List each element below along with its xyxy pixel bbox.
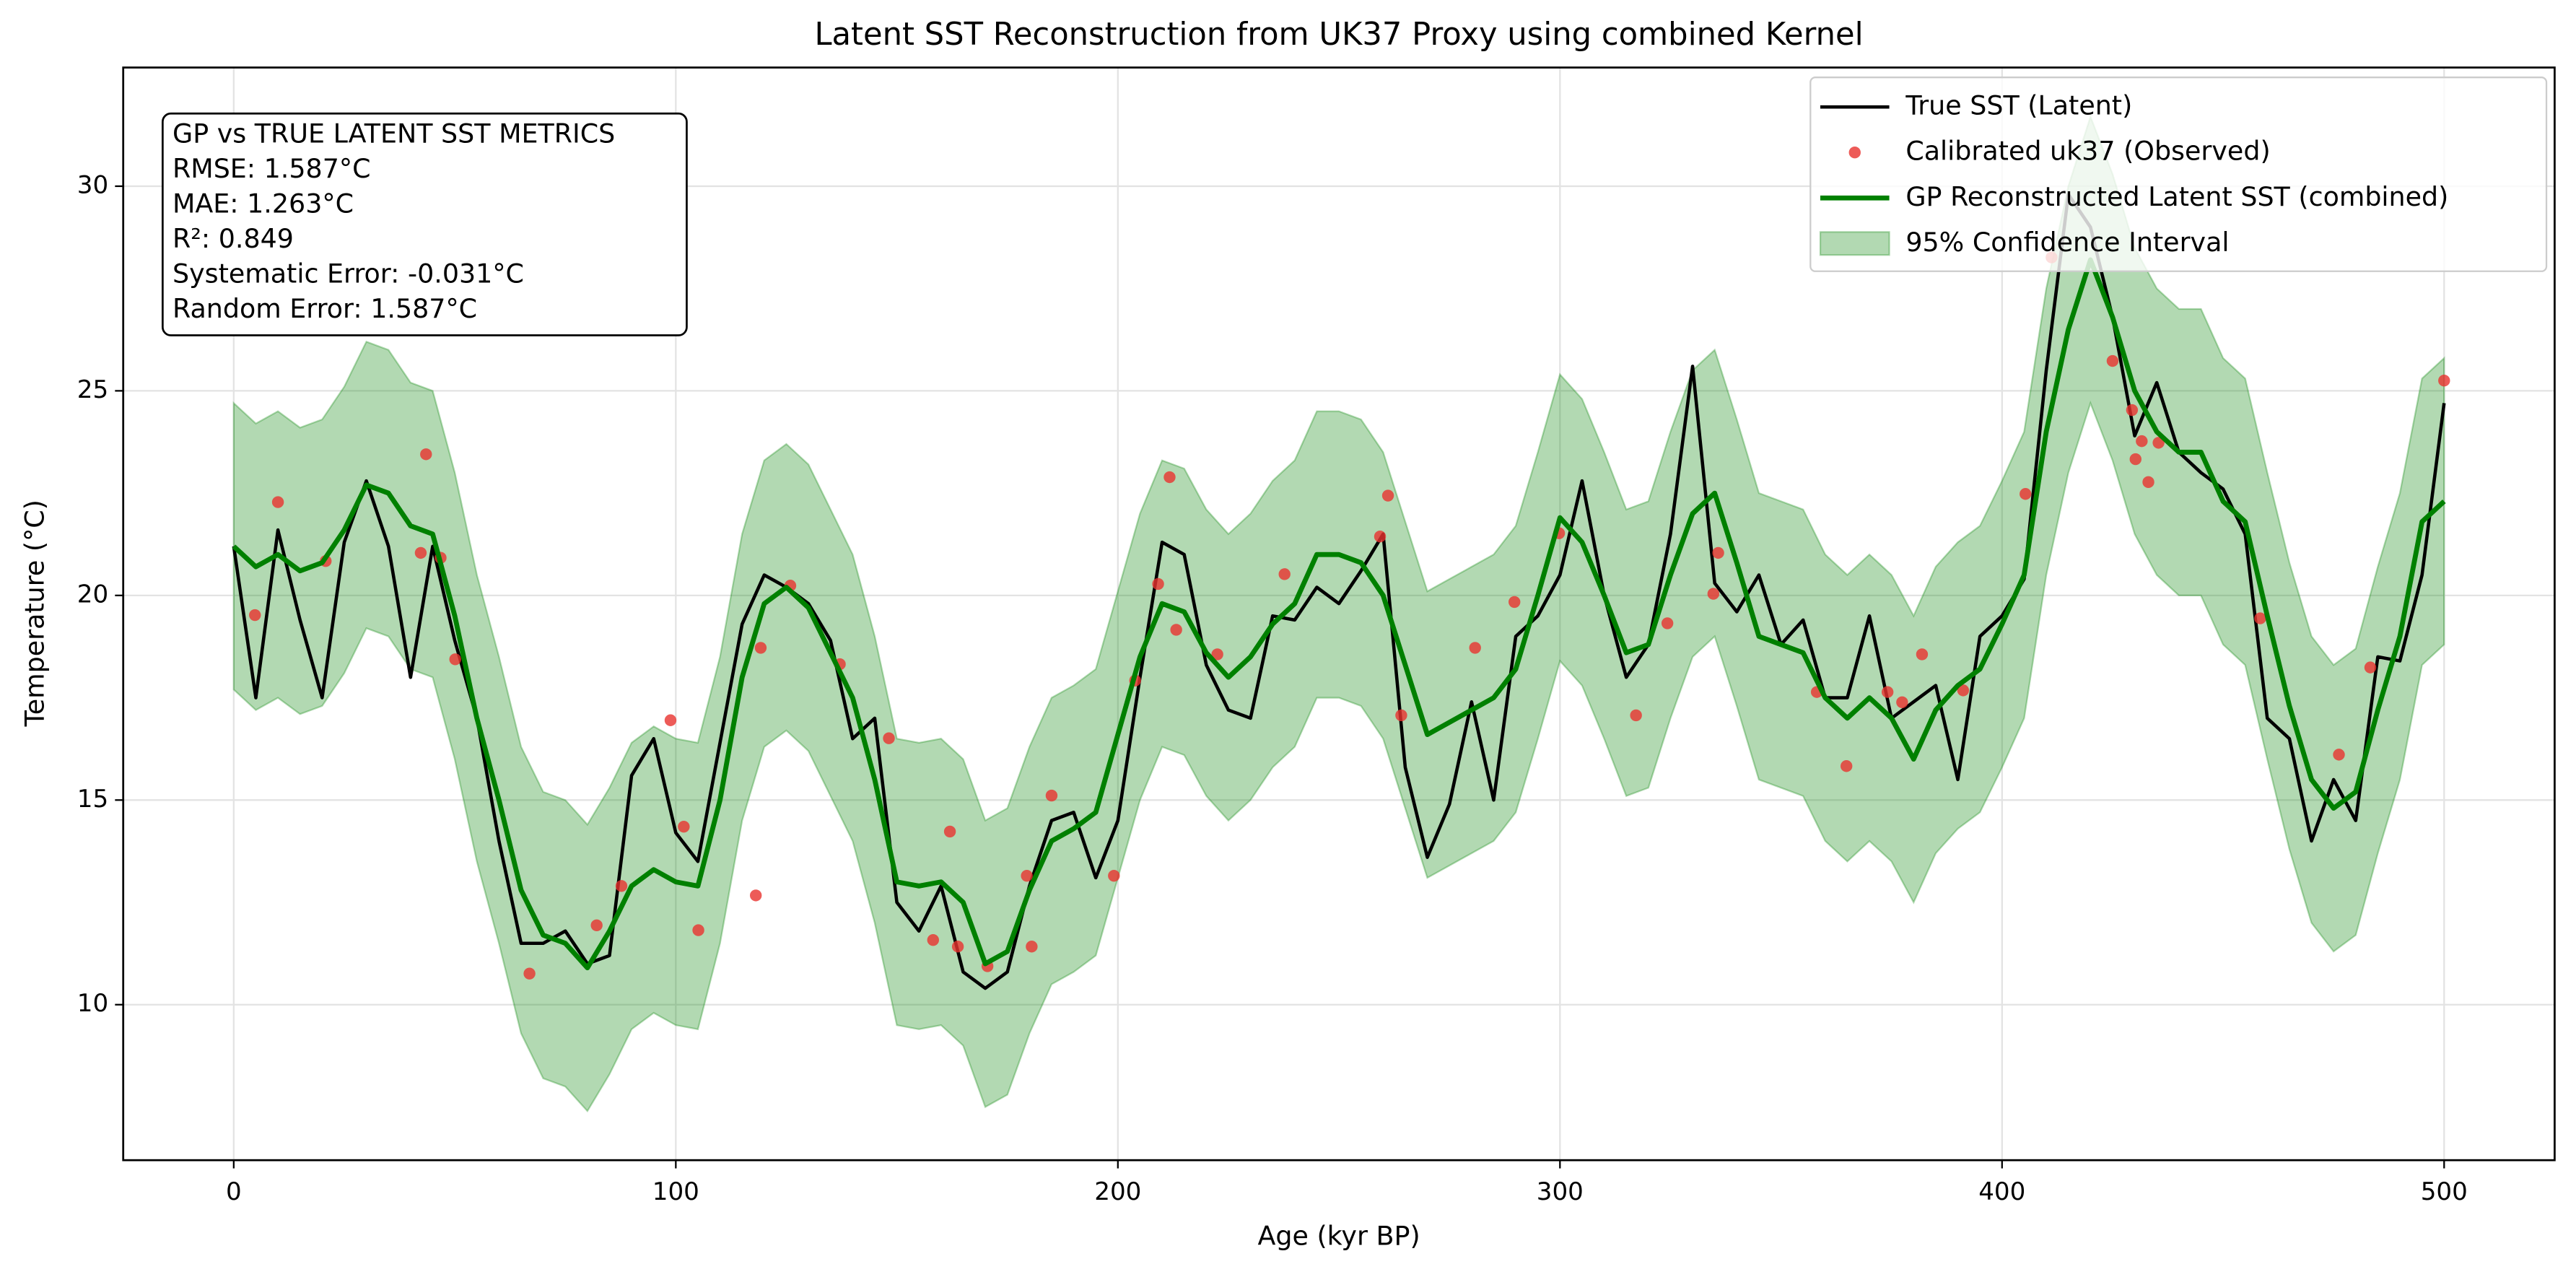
observed-point: [1021, 869, 1033, 882]
x-tick-label: 0: [226, 1177, 242, 1206]
observed-point: [943, 825, 956, 838]
observed-point: [2438, 375, 2450, 387]
observed-point: [2142, 476, 2154, 489]
observed-point: [883, 732, 895, 744]
observed-point: [2333, 749, 2345, 761]
observed-point: [2129, 453, 2141, 466]
legend-box: [1809, 77, 2548, 272]
observed-point: [1957, 684, 1970, 697]
gp-line: [232, 257, 2446, 971]
observed-point: [523, 967, 536, 980]
metrics-line: GP vs TRUE LATENT SST METRICS: [173, 118, 615, 149]
observed-point: [951, 941, 964, 953]
metrics-line: MAE: 1.263°C: [173, 188, 354, 219]
legend-label: GP Reconstructed Latent SST (combined): [1905, 181, 2448, 212]
observed-point: [1045, 789, 1058, 802]
observed-point: [1661, 617, 1674, 629]
y-tick-label: 15: [77, 785, 108, 814]
observed-point: [271, 496, 284, 508]
observed-point: [692, 924, 704, 936]
legend-label: 95% Confidence Interval: [1905, 227, 2229, 258]
x-tick-label: 200: [1094, 1177, 1141, 1206]
observed-point: [1509, 596, 1521, 609]
x-tick-label: 500: [2421, 1177, 2468, 1206]
observed-point: [754, 642, 767, 654]
metrics-line: R²: 0.849: [173, 223, 294, 254]
observed-point: [2136, 435, 2148, 448]
legend-label: Calibrated uk37 (Observed): [1905, 136, 2270, 167]
observed-point: [1108, 869, 1120, 882]
observed-point: [1707, 588, 1720, 600]
observed-point: [678, 820, 690, 833]
observed-point: [1916, 648, 1929, 661]
observed-point: [2020, 488, 2032, 500]
observed-point: [1026, 941, 1038, 953]
observed-point: [1211, 648, 1223, 661]
observed-point: [420, 448, 432, 461]
observed-point: [1469, 642, 1481, 654]
observed-point: [1896, 696, 1908, 709]
legend: True SST (Latent) Calibrated uk37 (Observ…: [1809, 77, 2548, 272]
observed-point: [2106, 354, 2119, 367]
observed-point: [1712, 546, 1724, 559]
observed-point: [2364, 661, 2377, 674]
metrics-line: RMSE: 1.587°C: [173, 153, 371, 184]
observed-point: [749, 889, 762, 902]
metrics-line: Random Error: 1.587°C: [173, 293, 477, 324]
observed-point: [1381, 489, 1394, 502]
metrics-border: [161, 112, 688, 336]
observed-point: [1395, 709, 1407, 722]
observed-point: [249, 609, 261, 622]
observed-point: [1374, 531, 1387, 543]
observed-point: [590, 919, 603, 931]
observed-point: [2152, 437, 2165, 449]
y-axis-label: Temperature (°C): [19, 500, 51, 727]
observed-point: [615, 880, 628, 892]
y-tick-label: 30: [77, 170, 108, 199]
metrics-line: Systematic Error: -0.031°C: [173, 258, 524, 289]
x-tick-label: 300: [1537, 1177, 1584, 1206]
observed-point: [664, 714, 677, 726]
chart-title: Latent SST Reconstruction from UK37 Prox…: [814, 17, 1863, 53]
observed-point: [1170, 624, 1182, 636]
observed-point: [927, 933, 939, 946]
observed-point: [1630, 709, 1642, 722]
legend-swatch: [1848, 147, 1861, 159]
legend-swatch: [1819, 231, 1890, 256]
observed-point: [1881, 686, 1894, 698]
observed-point: [449, 653, 461, 666]
x-tick-label: 100: [652, 1177, 699, 1206]
confidence-band: [232, 114, 2445, 1113]
observed-point: [1163, 471, 1176, 484]
y-tick-label: 10: [77, 989, 108, 1018]
observed-point: [2254, 612, 2266, 624]
x-axis-label: Age (kyr BP): [1257, 1221, 1420, 1252]
observed-point: [1841, 760, 1853, 772]
plot-frame: [122, 66, 2556, 1161]
metrics-box: GP vs TRUE LATENT SST METRICS RMSE: 1.587…: [161, 112, 688, 336]
y-tick-label: 25: [77, 375, 108, 404]
x-tick-label: 400: [1978, 1177, 2025, 1206]
y-tick-label: 20: [77, 580, 108, 609]
observed-point: [1152, 578, 1164, 590]
observed-point: [2126, 404, 2139, 417]
legend-label: True SST (Latent): [1905, 90, 2132, 121]
observed-point: [414, 546, 427, 559]
observed-point: [1278, 568, 1291, 580]
